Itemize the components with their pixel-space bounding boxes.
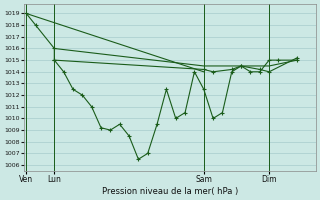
- X-axis label: Pression niveau de la mer( hPa ): Pression niveau de la mer( hPa ): [102, 187, 238, 196]
